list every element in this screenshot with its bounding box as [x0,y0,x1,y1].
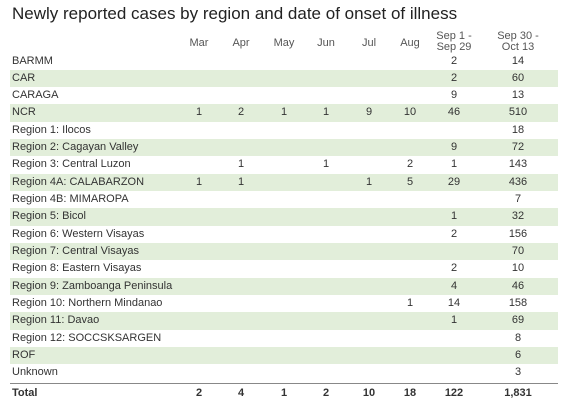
row-label: NCR [12,106,36,119]
cell-value: 9 [450,141,458,154]
cell-value: 4 [450,279,458,292]
cell-value: 32 [511,210,525,223]
cell-value: 13 [511,89,525,102]
row-background [10,104,558,122]
row-background [10,347,558,365]
column-header: Mar [189,37,209,49]
row-label: ROF [12,349,36,362]
title: Newly reported cases by region and date … [12,4,458,23]
cell-value: 156 [508,227,528,240]
total-value: 1,831 [504,386,532,399]
total-value: 10 [362,386,376,399]
cell-value: 158 [508,297,528,310]
cell-value: 1 [450,210,458,223]
row-label: Region 12: SOCCSKSARGEN [12,331,162,344]
cell-value: 3 [514,366,522,379]
row-label: Region 4B: MIMAROPA [12,193,129,206]
row-label: Region 7: Central Visayas [12,245,139,258]
row-background [10,364,558,381]
cell-value: 510 [508,106,528,119]
cell-value: 6 [514,349,522,362]
total-value: 4 [237,386,245,399]
row-background [10,87,558,104]
column-header: Sep 30 - Oct 13 [497,30,539,53]
cell-value: 8 [514,331,522,344]
row-background [10,277,558,296]
row-background [10,208,558,226]
row-label: CAR [12,71,36,84]
total-value: 122 [444,386,464,399]
cell-value: 1 [450,158,458,171]
row-label: CARAGA [12,89,59,102]
column-header: May [273,37,295,49]
cell-value: 2 [450,71,458,84]
cell-value: 72 [511,141,525,154]
cell-value: 1 [406,297,414,310]
cell-value: 9 [365,106,373,119]
row-label: Region 10: Northern Mindanao [12,297,163,310]
row-background [10,53,558,70]
column-header: Apr [232,37,250,49]
cell-value: 5 [406,175,414,188]
cell-value: 14 [447,297,461,310]
row-background [10,312,558,330]
cell-value: 1 [237,158,245,171]
row-background [10,139,558,157]
row-label: Region 9: Zamboanga Peninsula [12,279,173,292]
row-background [10,122,558,139]
cell-value: 2 [450,227,458,240]
column-header: Sep 1 - Sep 29 [436,30,472,53]
cell-value: 7 [514,193,522,206]
row-label: Region 6: Western Visayas [12,227,145,240]
row-label: Region 5: Bicol [12,210,86,223]
cell-value: 46 [447,106,461,119]
cell-value: 60 [511,71,525,84]
total-value: 1 [280,386,288,399]
cell-value: 1 [195,175,203,188]
cell-value: 2 [450,262,458,275]
cell-value: 1 [322,158,330,171]
column-header: Jul [361,37,377,49]
cell-value: 1 [237,175,245,188]
cell-value: 143 [508,158,528,171]
cell-value: 1 [280,106,288,119]
row-label: Unknown [12,366,58,379]
total-value: 2 [322,386,330,399]
total-value: 18 [403,386,417,399]
column-header: Aug [400,37,420,49]
cell-value: 46 [511,279,525,292]
cell-value: 10 [403,106,417,119]
row-label: Region 3: Central Luzon [12,158,131,171]
row-label: Region 8: Eastern Visayas [12,262,142,275]
row-background [10,173,558,192]
row-label: Region 2: Cagayan Valley [12,141,139,154]
cell-value: 2 [237,106,245,119]
total-value: 2 [195,386,203,399]
column-header: Jun [317,37,335,49]
row-label: Region 1: Ilocos [12,123,91,136]
cell-value: 1 [195,106,203,119]
cell-value: 1 [365,175,373,188]
cell-value: 14 [511,54,525,67]
cell-value: 1 [322,106,330,119]
cell-value: 29 [447,175,461,188]
cell-value: 70 [511,245,525,258]
cell-value: 2 [406,158,414,171]
cell-value: 18 [511,123,525,136]
cell-value: 9 [450,89,458,102]
cell-value: 10 [511,262,525,275]
total-label: Total [12,386,38,399]
cell-value: 69 [511,314,525,327]
row-background [10,69,558,88]
cell-value: 1 [450,314,458,327]
row-label: Region 4A: CALABARZON [12,175,145,188]
cell-value: 2 [450,54,458,67]
row-label: BARMM [12,54,53,67]
row-label: Region 11: Davao [12,314,100,327]
cell-value: 436 [508,175,528,188]
total-rule [10,382,558,384]
row-background [10,243,558,261]
